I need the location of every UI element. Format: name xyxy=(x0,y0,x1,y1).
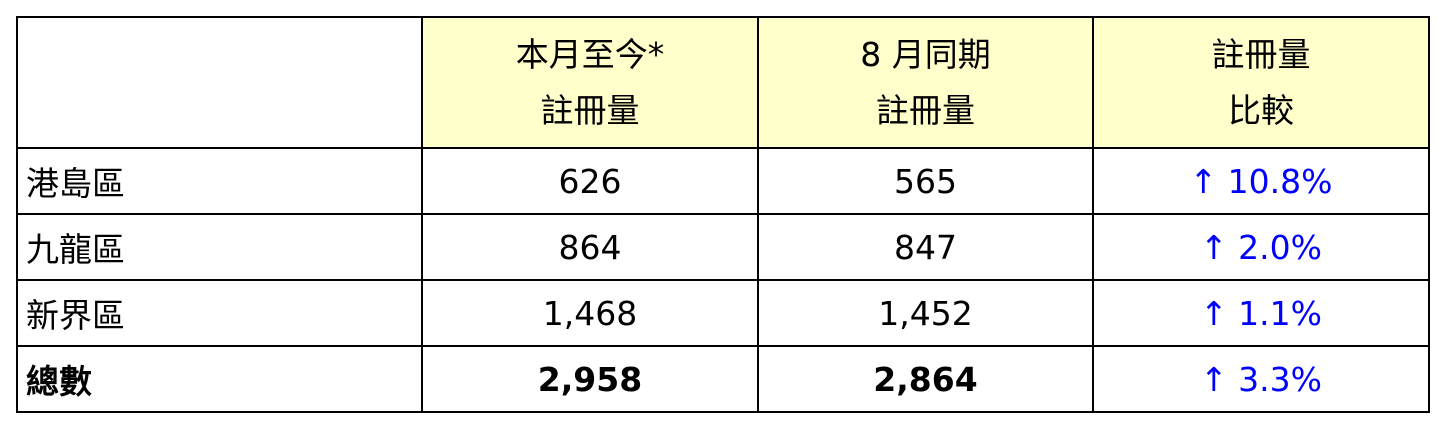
district-cell: 新界區 xyxy=(16,279,423,347)
header-comparison: 註冊量 比較 xyxy=(1092,16,1430,149)
header-line: 8 月同期 xyxy=(860,34,991,74)
same-period-cell: 847 xyxy=(757,213,1094,281)
change-cell: ↑ 3.3% xyxy=(1092,345,1430,413)
same-period-cell: 2,864 xyxy=(757,345,1094,413)
header-same-period: 8 月同期註冊量 xyxy=(757,16,1094,149)
same-period-cell: 565 xyxy=(757,147,1094,215)
change-cell: ↑ 1.1% xyxy=(1092,279,1430,347)
district-cell: 九龍區 xyxy=(16,213,423,281)
current-cell: 2,958 xyxy=(421,345,759,413)
district-cell: 港島區 xyxy=(16,147,423,215)
same-period-cell: 1,452 xyxy=(757,279,1094,347)
table-row: 港島區 626 565 ↑ 10.8% xyxy=(16,147,1430,215)
total-row: 總數 2,958 2,864 ↑ 3.3% xyxy=(16,345,1430,413)
header-blank xyxy=(16,16,423,149)
current-cell: 864 xyxy=(421,213,759,281)
header-row: 本月至今* 註冊量 8 月同期 註冊量 註冊量 比較 xyxy=(16,16,1430,149)
registration-table: 本月至今* 註冊量 8 月同期 註冊量 註冊量 比較 港島區 626 565 ↑ 10… xyxy=(16,16,1430,413)
header-current: 本月至今* 註冊量 xyxy=(421,16,759,149)
header-line: 比較 xyxy=(1228,90,1294,130)
header-line: 註冊量 xyxy=(876,90,975,130)
table-row: 九龍區 864 847 ↑ 2.0% xyxy=(16,213,1430,281)
header-line: 註冊量 xyxy=(540,90,640,130)
header-line: 本月至今* xyxy=(515,34,665,74)
current-cell: 626 xyxy=(421,147,759,215)
district-cell: 總數 xyxy=(16,345,423,413)
header-line: 註冊量 xyxy=(1211,34,1311,74)
table-row: 新界區 1,468 1,452 ↑ 1.1% xyxy=(16,279,1430,347)
current-cell: 1,468 xyxy=(421,279,759,347)
change-cell: ↑ 2.0% xyxy=(1092,213,1430,281)
change-cell: ↑ 10.8% xyxy=(1092,147,1430,215)
